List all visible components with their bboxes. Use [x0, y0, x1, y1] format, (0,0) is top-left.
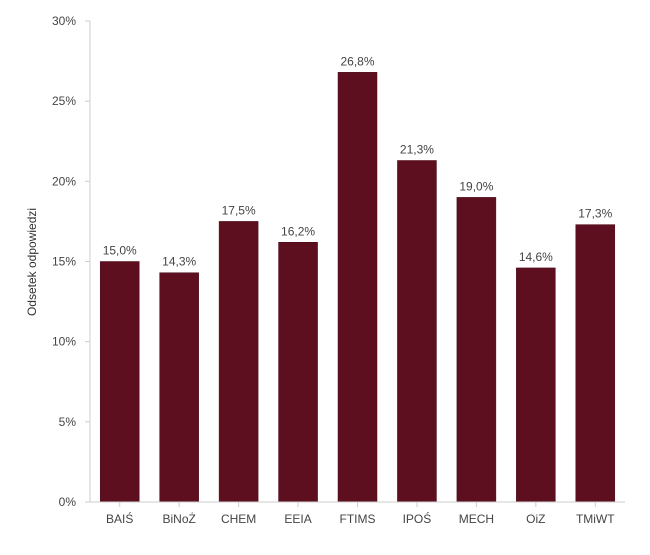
- x-tick-label: TMiWT: [576, 512, 615, 526]
- bar: [218, 221, 259, 503]
- x-tick-label: MECH: [459, 512, 494, 526]
- y-axis-title: Odsetek odpowiedzi: [25, 208, 39, 316]
- data-label: 14,6%: [519, 250, 553, 264]
- data-labels: 15,0% 14,3% 17,5% 16,2% 26,8% 21,3% 19,0% 14,6%…: [103, 54, 613, 268]
- data-label: 16,2%: [281, 224, 315, 238]
- data-label: 17,5%: [222, 203, 256, 217]
- x-tick-label: BiNoŻ: [162, 512, 195, 526]
- y-tick-label: 0%: [59, 495, 77, 509]
- bar: [278, 242, 318, 503]
- x-tick-label: EEIA: [284, 512, 311, 526]
- bar: [337, 72, 378, 503]
- x-tick-label: FTIMS: [340, 512, 376, 526]
- bars: [99, 72, 616, 503]
- y-axis: 0% 5% 10% 15% 20% 25% 30%: [52, 14, 91, 509]
- x-tick-label: IPOŚ: [403, 511, 432, 526]
- x-tick-label: BAIŚ: [106, 511, 133, 526]
- x-tick-label: CHEM: [221, 512, 256, 526]
- y-tick-label: 10%: [52, 335, 76, 349]
- data-label: 26,8%: [340, 54, 374, 68]
- y-tick-label: 5%: [59, 415, 77, 429]
- x-tick-label: OiZ: [526, 512, 545, 526]
- bar: [516, 267, 556, 503]
- bar: [456, 197, 497, 503]
- x-axis: BAIŚ BiNoŻ CHEM EEIA FTIMS IPOŚ MECH OiZ TMiWT: [90, 501, 625, 526]
- bar: [159, 272, 199, 503]
- data-label: 15,0%: [103, 244, 137, 258]
- y-tick-label: 25%: [52, 94, 76, 108]
- data-label: 21,3%: [400, 142, 434, 156]
- y-tick-label: 20%: [52, 174, 76, 188]
- bar: [99, 261, 140, 503]
- y-tick-label: 30%: [52, 14, 76, 28]
- bar: [575, 224, 616, 503]
- data-label: 19,0%: [459, 179, 493, 193]
- data-label: 17,3%: [578, 207, 612, 221]
- bar: [397, 160, 437, 503]
- data-label: 14,3%: [162, 255, 196, 269]
- y-tick-label: 15%: [52, 255, 76, 269]
